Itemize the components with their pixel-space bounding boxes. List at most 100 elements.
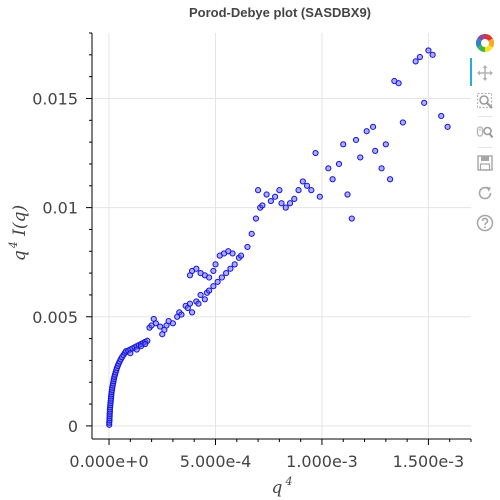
data-point: [316, 193, 323, 200]
data-point: [229, 250, 236, 257]
help-tool[interactable]: [469, 210, 500, 236]
data-point: [386, 176, 394, 183]
data-point: [142, 340, 149, 348]
toolbar-divider: [478, 116, 492, 117]
data-point: [272, 193, 279, 200]
reset-tool[interactable]: [469, 180, 500, 206]
data-point: [218, 274, 225, 281]
data-point: [214, 278, 221, 285]
data-point: [267, 197, 274, 205]
box-zoom-icon: [476, 92, 493, 109]
save-icon: [476, 155, 493, 171]
data-point: [157, 323, 164, 330]
bokeh-logo-icon: [475, 34, 494, 53]
data-point: [395, 80, 402, 87]
box-zoom-tool[interactable]: [469, 88, 500, 114]
data-point: [210, 283, 217, 290]
data-point: [412, 58, 419, 65]
data-point: [295, 187, 302, 194]
data-point: [352, 136, 360, 144]
data-point: [212, 261, 219, 268]
data-point: [291, 195, 298, 202]
data-point: [195, 300, 202, 307]
data-point: [421, 99, 428, 106]
data-point: [325, 165, 332, 172]
data-point: [133, 346, 140, 353]
data-point: [329, 176, 336, 183]
data-point: [357, 154, 364, 161]
data-point: [369, 123, 377, 130]
data-point: [416, 53, 423, 61]
bokeh-logo[interactable]: [469, 30, 500, 56]
data-point: [299, 178, 306, 185]
data-point: [206, 274, 213, 281]
data-point: [252, 215, 260, 222]
data-point: [444, 123, 451, 130]
data-point: [372, 147, 379, 154]
data-point: [169, 320, 177, 327]
data-point: [237, 252, 245, 259]
data-point: [248, 230, 255, 237]
wheel-zoom-icon: [476, 126, 493, 139]
data-point: [259, 202, 266, 209]
y-tick-label: 0: [68, 417, 78, 436]
data-point: [286, 200, 294, 207]
data-point: [263, 191, 270, 198]
y-axis-label: q4 I(q): [7, 205, 30, 261]
data-point: [127, 350, 134, 357]
data-point: [429, 51, 436, 58]
data-point: [348, 215, 355, 222]
x-tick-label: 1.000e-3: [286, 452, 358, 471]
data-point: [340, 141, 347, 148]
axes: 0.000e+0 5.000e-4 1.000e-3 1.500e-3 0 0.005 0.…: [32, 32, 472, 471]
wheel-zoom-tool[interactable]: [469, 119, 500, 145]
data-point: [186, 300, 194, 307]
data-point: [152, 320, 159, 327]
data-point: [227, 265, 234, 272]
data-point: [438, 112, 445, 120]
data-point: [308, 187, 315, 194]
data-point: [193, 265, 200, 272]
x-tick-label: 1.500e-3: [393, 452, 465, 471]
reset-icon: [478, 186, 491, 200]
data-point: [210, 267, 217, 275]
active-tool-indicator: [470, 58, 472, 86]
chart-title: Porod-Debye plot (SASDBX9): [189, 5, 371, 20]
data-points: [106, 47, 451, 428]
data-point: [231, 261, 238, 268]
help-icon: [476, 214, 493, 232]
x-tick-label: 5.000e-4: [180, 452, 252, 471]
data-point: [188, 309, 196, 316]
data-point: [425, 47, 432, 54]
data-point: [278, 200, 285, 207]
save-tool[interactable]: [469, 150, 500, 176]
data-point: [178, 311, 185, 318]
data-point: [312, 149, 319, 157]
data-point: [201, 296, 208, 303]
data-point: [344, 191, 351, 198]
pan-tool[interactable]: [469, 60, 500, 86]
y-tick-label: 0.005: [32, 308, 78, 327]
data-point: [244, 243, 251, 251]
data-point: [363, 128, 370, 135]
y-tick-label: 0.015: [32, 89, 78, 108]
data-point: [276, 187, 283, 194]
data-point: [282, 204, 289, 211]
grid-lines: [92, 33, 471, 439]
pan-icon: [476, 65, 493, 81]
data-point: [335, 160, 343, 168]
data-point: [197, 291, 204, 299]
data-point: [254, 187, 262, 194]
data-point: [303, 182, 311, 189]
y-tick-label: 0.01: [42, 199, 78, 218]
data-point: [399, 119, 406, 126]
data-point: [223, 270, 230, 277]
x-tick-label: 0.000e+0: [69, 452, 148, 471]
toolbar-divider: [478, 147, 492, 148]
data-point: [382, 141, 389, 148]
data-point: [206, 287, 213, 294]
data-point: [378, 165, 385, 172]
